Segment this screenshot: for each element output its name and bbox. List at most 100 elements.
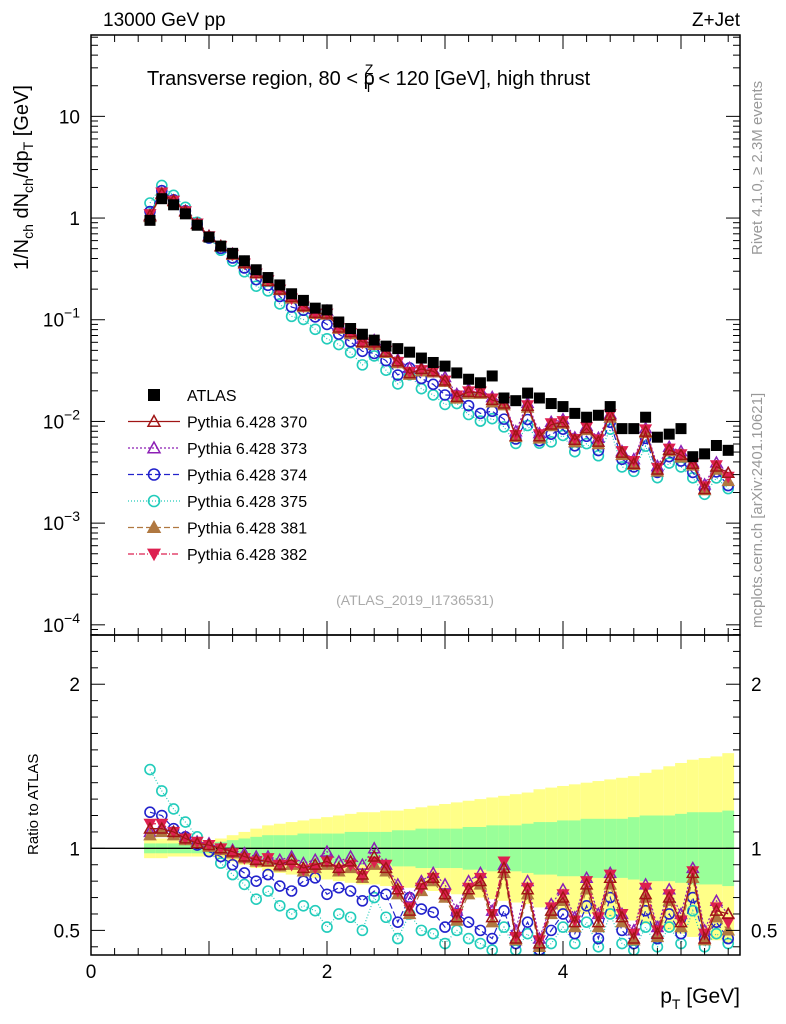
ratio-point [355, 867, 370, 880]
legend: ATLAS Pythia 6.428 370 Pythia 6.428 373 Pyt… [128, 388, 307, 564]
main-point [568, 432, 582, 445]
ratio-point [498, 921, 510, 933]
ratio-point [450, 910, 464, 923]
legend-marker [147, 468, 161, 481]
main-point [662, 442, 676, 456]
data-point [144, 214, 156, 226]
ratio-point [380, 911, 392, 924]
ratio-point [662, 890, 676, 903]
main-point [426, 364, 440, 377]
plot-title: Transverse region, 80 < pZ T < 120 [GeV],… [147, 61, 591, 95]
main-point [356, 359, 369, 371]
main-point [650, 462, 665, 475]
ratio-point [616, 937, 628, 950]
main-point [439, 389, 451, 401]
x-tick-label: 0 [86, 962, 97, 983]
ratio-point [143, 828, 157, 841]
data-point [333, 316, 345, 328]
ratio-point [498, 904, 510, 917]
ratio-point [321, 888, 333, 901]
ratio-point [557, 921, 569, 933]
main-point [309, 323, 322, 336]
ratio-point [474, 924, 487, 937]
ratio-point [285, 885, 298, 897]
ratio-point [225, 844, 240, 857]
ratio-point [414, 877, 429, 890]
x-tick-label: 4 [558, 962, 569, 983]
ratio-point [321, 921, 333, 933]
data-point [451, 367, 463, 379]
data-point [663, 428, 675, 440]
ratio-point [261, 853, 275, 865]
y-tick-label-main: 10−2 [43, 406, 80, 433]
ratio-point [296, 860, 311, 874]
ratio-point [474, 937, 487, 950]
main-point [532, 429, 547, 442]
ratio-point [367, 841, 381, 854]
ratio-point [532, 936, 547, 949]
ratio-point [155, 824, 169, 838]
data-point [545, 398, 557, 410]
ratio-tick-label-left: 0.5 [54, 921, 80, 942]
legend-marker [146, 548, 162, 562]
main-point [721, 465, 735, 479]
main-point [402, 366, 417, 379]
main-point [545, 436, 558, 448]
main-point [321, 332, 333, 345]
y-axis-label-ratio: Ratio to ATLAS [25, 754, 42, 855]
ratio-point [592, 940, 605, 953]
y-tick-label-main: 10−1 [43, 305, 80, 332]
ratio-point [580, 916, 593, 928]
ratio-point [556, 889, 570, 902]
ratio-point [545, 924, 558, 937]
data-point [687, 451, 699, 463]
data-point [581, 411, 593, 423]
ratio-point [697, 931, 712, 944]
data-point [380, 340, 392, 352]
ratio-point [497, 860, 511, 874]
legend-marker [146, 413, 162, 428]
ratio-point [485, 910, 499, 923]
data-point [628, 423, 640, 435]
data-point [368, 334, 380, 346]
main-point [674, 447, 688, 461]
main-point [474, 415, 487, 427]
ratio-point [179, 816, 192, 828]
data-point [640, 411, 652, 423]
legend-label: Pythia 6.428 382 [187, 547, 307, 564]
ratio-point [415, 903, 428, 915]
ratio-point [250, 875, 263, 887]
ratio-point [273, 899, 286, 912]
ratio-point [202, 838, 216, 851]
ratio-point [521, 927, 534, 940]
data-point [710, 439, 722, 451]
main-point [250, 280, 263, 292]
ratio-point [591, 915, 606, 928]
ratio-point [686, 904, 699, 917]
mcplots-label: mcplots.cern.ch [arXiv:2401.10621] [749, 393, 766, 628]
main-point [615, 445, 629, 458]
data-point [168, 199, 180, 211]
y-tick-label-main: 10−4 [43, 610, 80, 637]
data-point [522, 387, 534, 399]
data-point [215, 240, 227, 252]
data-point [309, 302, 321, 314]
data-point [356, 328, 368, 340]
ratio-point [627, 931, 641, 944]
data-point [250, 264, 262, 276]
main-point [486, 412, 499, 425]
data-point [557, 401, 569, 413]
ratio-point [166, 824, 181, 838]
data-point [238, 255, 250, 267]
legend-label: Pythia 6.428 370 [187, 415, 307, 432]
ratio-point [402, 903, 417, 916]
ratio-point [285, 908, 298, 920]
ratio-tick-label-right: 0.5 [751, 921, 777, 942]
ratio-point [249, 852, 263, 865]
x-axis-label: pT [GeV] [660, 985, 740, 1012]
ratio-point [462, 916, 475, 928]
data-point [404, 346, 416, 358]
ratio-point [615, 908, 629, 921]
data-point [616, 423, 628, 435]
ratio-point [721, 906, 735, 920]
